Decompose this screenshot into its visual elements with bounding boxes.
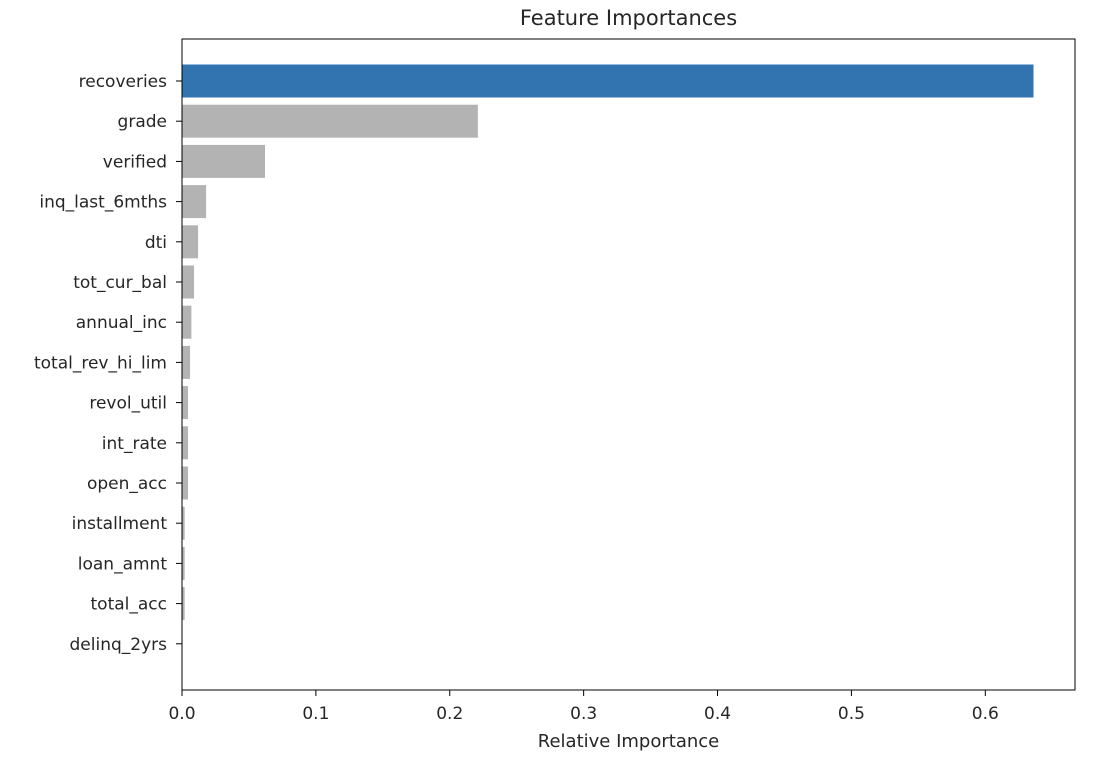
bar-int-rate: [182, 426, 189, 460]
x-tick-label-0-0: 0.0: [168, 704, 195, 724]
bar-annual-inc: [182, 305, 192, 339]
bar-verified: [182, 144, 266, 178]
y-tick-label-total-rev-hi-lim: total_rev_hi_lim: [34, 353, 167, 373]
y-tick-label-revol-util: revol_util: [89, 394, 167, 414]
y-tick-label-grade: grade: [118, 112, 167, 132]
y-tick-label-recoveries: recoveries: [79, 72, 168, 92]
bar-installment: [182, 506, 185, 540]
bar-loan-amnt: [182, 546, 185, 580]
bar-open-acc: [182, 466, 189, 500]
bar-tot-cur-bal: [182, 265, 195, 299]
bar-grade: [182, 104, 478, 138]
y-tick-label-installment: installment: [72, 514, 168, 534]
bar-total-rev-hi-lim: [182, 345, 191, 379]
y-tick-label-delinq-2yrs: delinq_2yrs: [70, 635, 168, 655]
x-axis-label: Relative Importance: [538, 731, 719, 752]
x-axis-ticks: 0.0 0.1 0.2 0.3 0.4 0.5 0.6: [168, 690, 999, 724]
bar-dti: [182, 225, 199, 259]
bar-inq-last-6mths: [182, 185, 207, 219]
y-tick-label-open-acc: open_acc: [87, 474, 167, 494]
bars-layer: [182, 64, 1034, 621]
y-tick-label-int-rate: int_rate: [102, 434, 167, 454]
x-tick-label-0-4: 0.4: [704, 704, 731, 724]
x-tick-label-0-2: 0.2: [436, 704, 463, 724]
y-tick-label-inq-last-6mths: inq_last_6mths: [39, 193, 167, 213]
y-tick-label-verified: verified: [103, 152, 167, 172]
y-tick-label-total-acc: total_acc: [91, 595, 167, 615]
x-tick-label-0-3: 0.3: [570, 704, 597, 724]
bar-recoveries: [182, 64, 1034, 98]
y-tick-label-dti: dti: [145, 233, 167, 253]
x-tick-label-0-5: 0.5: [838, 704, 865, 724]
y-tick-label-annual-inc: annual_inc: [76, 313, 167, 333]
y-tick-label-tot-cur-bal: tot_cur_bal: [73, 273, 167, 293]
bar-revol-util: [182, 386, 189, 420]
y-axis-ticks: recoveries grade verified inq_last_6mthsdti…: [34, 72, 182, 655]
y-tick-label-loan-amnt: loan_amnt: [78, 554, 168, 574]
x-tick-label-0-6: 0.6: [972, 704, 999, 724]
plot-frame: [181, 38, 1076, 691]
chart-title: Feature Importances: [520, 6, 737, 30]
bar-total-acc: [182, 587, 185, 621]
x-tick-label-0-1: 0.1: [302, 704, 329, 724]
